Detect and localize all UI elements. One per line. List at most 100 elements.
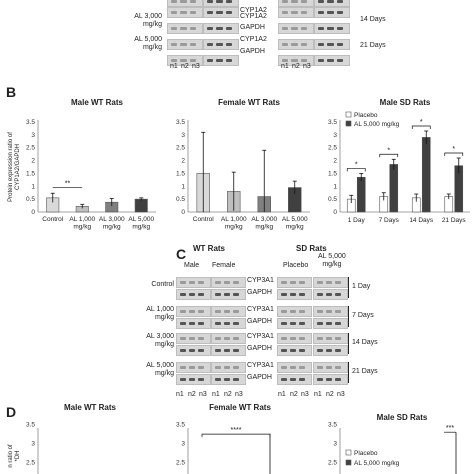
bracket-line	[348, 277, 349, 298]
dose-label: AL 1,000 mg/kg	[146, 306, 174, 321]
blot-strip	[203, 55, 239, 66]
bar	[134, 198, 148, 213]
y-tick-label: 2.5	[328, 145, 337, 152]
blot-band	[335, 378, 341, 381]
blot-strip	[277, 289, 312, 300]
blot-band	[299, 293, 305, 296]
blot-band	[224, 378, 230, 381]
blot-band	[215, 366, 221, 369]
blot-band	[317, 366, 323, 369]
blot-band	[198, 378, 204, 381]
blot-band	[198, 322, 204, 325]
y-tick-label: 3	[31, 132, 35, 139]
chart-title: Male SD Rats	[377, 413, 428, 422]
y-tick-label: 1	[333, 183, 337, 190]
blot-band	[299, 349, 305, 352]
timepoint-label: 14 Days	[352, 339, 378, 346]
blot-band	[225, 43, 232, 46]
x-tick-label: AL 1,000 mg/kg	[69, 216, 95, 231]
blot-band	[335, 337, 341, 340]
blot-strip	[211, 374, 246, 385]
blot-band	[300, 59, 307, 62]
blot-strip	[211, 318, 246, 329]
blot-band	[327, 0, 334, 3]
blot-band	[290, 293, 296, 296]
blot-band	[216, 43, 223, 46]
x-tick-label: AL 3,000 mg/kg	[99, 216, 125, 231]
blot-band	[326, 281, 332, 284]
blot-strip	[167, 7, 203, 18]
blot-band	[327, 27, 334, 30]
blot-band	[318, 11, 325, 14]
blot-band	[215, 322, 221, 325]
chart-female-wt-cyp3a1: Female WT Rats 2.5 3 3.5 ****	[176, 403, 271, 474]
y-tick-label: 3.5	[26, 422, 35, 429]
blot-band	[290, 281, 296, 284]
blot-band	[180, 378, 186, 381]
blot-strip	[176, 362, 211, 373]
blot-band	[216, 0, 223, 3]
blot-strip	[313, 277, 348, 288]
blot-band	[233, 366, 239, 369]
blot-band	[180, 293, 186, 296]
blot-band	[189, 0, 196, 3]
blot-band	[216, 11, 223, 14]
y-tick-label: 2	[333, 158, 337, 165]
blot-strip	[176, 277, 211, 288]
blot-strip	[211, 345, 246, 356]
blot-band	[318, 0, 325, 3]
blot-strip	[167, 39, 203, 50]
lane-label: n2	[181, 63, 189, 70]
y-tick-label: 1.5	[26, 170, 35, 177]
significance-label: *	[452, 146, 455, 153]
blot-band	[281, 349, 287, 352]
blot-band	[224, 349, 230, 352]
lane-label: n3	[303, 63, 311, 70]
blot-strip	[211, 306, 246, 317]
blot-strip	[277, 277, 312, 288]
blot-band	[290, 337, 296, 340]
blot-band	[180, 349, 186, 352]
significance-label: *	[387, 147, 390, 154]
blot-band	[326, 378, 332, 381]
blot-band	[336, 43, 343, 46]
chart-female-wt-cyp1a2: Female WT Rats 0 0.5 1 1.5 2 2.5 3 3.5 Control AL …	[176, 98, 310, 231]
blot-band	[189, 337, 195, 340]
blot-band	[224, 310, 230, 313]
blot-band	[300, 11, 307, 14]
blot-band	[180, 337, 186, 340]
blot-strip	[313, 345, 348, 356]
blot-band	[189, 310, 195, 313]
chart-title: Female WT Rats	[209, 403, 271, 412]
blot-band	[336, 27, 343, 30]
lane-label: n1	[281, 63, 289, 70]
blot-band	[233, 378, 239, 381]
dose-label: AL 3,000 mg/kg	[134, 13, 162, 28]
chart-title: Male WT Rats	[71, 98, 124, 107]
blot-band	[189, 43, 196, 46]
lane-label: n3	[337, 391, 345, 398]
blot-band	[180, 27, 187, 30]
blot-strip	[277, 362, 312, 373]
y-tick-label: 2.5	[26, 145, 35, 152]
blot-band	[189, 293, 195, 296]
y-tick-label: 3	[333, 132, 337, 139]
protein-label: GAPDH	[247, 345, 272, 352]
blot-strip	[176, 289, 211, 300]
blot-band	[336, 59, 343, 62]
blot-band	[282, 59, 289, 62]
blot-band	[300, 0, 307, 3]
x-tick-label: AL 1,000 mg/kg	[221, 216, 247, 231]
y-tick-label: 2.5	[26, 460, 35, 467]
blot-strip	[211, 289, 246, 300]
blot-strip	[277, 306, 312, 317]
bracket-line	[348, 362, 349, 383]
significance-label: ***	[446, 425, 454, 432]
y-tick-label: 0.5	[176, 196, 185, 203]
significance-label: *	[420, 119, 423, 126]
blot-strip	[203, 39, 239, 50]
blot-band	[198, 349, 204, 352]
x-tick-label: AL 3,000 mg/kg	[251, 216, 277, 231]
blot-band	[224, 281, 230, 284]
blot-band	[198, 281, 204, 284]
